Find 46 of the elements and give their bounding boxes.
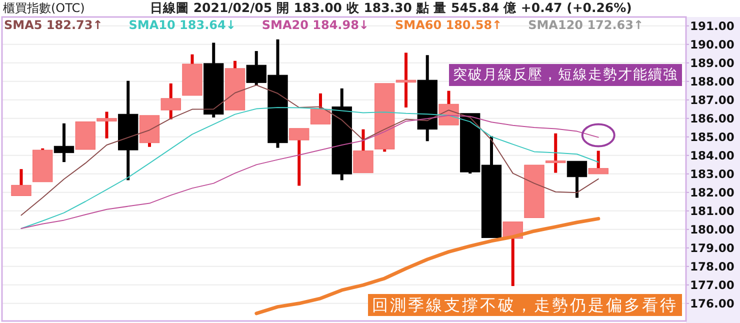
candlestick <box>139 115 160 147</box>
y-tick-label: 183.00 <box>690 166 734 181</box>
chart-title: 櫃買指數(OTC) <box>3 1 85 15</box>
y-tick-label: 177.00 <box>690 278 734 292</box>
candlestick <box>54 123 74 162</box>
candlestick <box>11 169 32 196</box>
annotation: 回測季線支撐不破，走勢仍是偏多看待 <box>372 296 678 314</box>
candlestick <box>182 54 202 96</box>
candlestick <box>546 133 566 173</box>
y-tick-label: 189.00 <box>690 56 734 70</box>
text: SMA10 183.64↓ <box>128 18 236 32</box>
candlestick <box>224 60 246 110</box>
annotation: 突破月線反壓，短線走勢才能續強 <box>453 67 678 83</box>
candlestick <box>96 112 117 138</box>
text: SMA60 180.58↑ <box>394 18 502 32</box>
chart-subtitle: 日線圖 2021/02/05 開 183.00 收 183.30 點 量 545.84 億 +0.47 (+0.26%) <box>150 0 632 15</box>
candlestick <box>396 52 416 108</box>
candlestick <box>353 129 374 174</box>
candlestick <box>75 121 96 150</box>
y-tick-label: 184.00 <box>690 148 734 162</box>
y-tick-label: 185.00 <box>690 130 734 144</box>
y-tick-label: 188.00 <box>690 74 734 88</box>
y-tick-label: 176.00 <box>690 296 734 310</box>
candlestick <box>118 80 138 180</box>
y-tick-label: 190.00 <box>690 37 734 52</box>
candlestick <box>417 55 438 142</box>
candlestick <box>566 160 588 198</box>
candlestick <box>332 88 352 180</box>
candlestick <box>204 42 224 118</box>
text: SMA20 184.98↓ <box>262 18 369 32</box>
y-tick-label: 182.00 <box>690 185 734 200</box>
y-tick-label: 180.00 <box>690 222 734 236</box>
y-tick-label: 186.00 <box>690 111 734 126</box>
candlestick <box>160 83 181 120</box>
y-tick-label: 179.00 <box>690 240 734 255</box>
candlestick <box>588 150 608 174</box>
candlestick <box>524 164 544 218</box>
candlestick <box>289 128 310 186</box>
y-tick-label: 178.00 <box>690 259 734 274</box>
line-series <box>20 84 599 216</box>
legend-label: SMA120 172.63↑ <box>528 18 644 32</box>
y-tick-label: 191.00 <box>690 18 734 33</box>
text: SMA5 182.73↑ <box>4 18 103 32</box>
y-tick-label: 181.00 <box>690 204 734 218</box>
candlestick <box>310 93 331 124</box>
y-tick-label: 187.00 <box>690 92 734 107</box>
